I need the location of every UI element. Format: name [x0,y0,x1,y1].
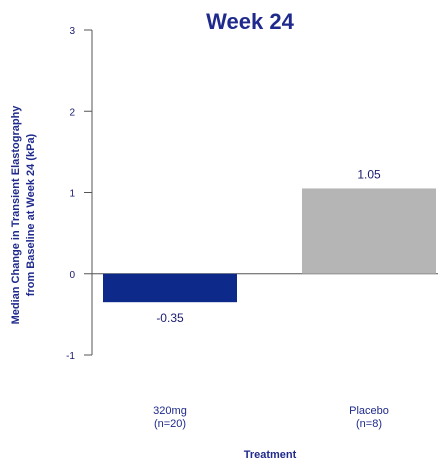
y-tick-label: 2 [69,107,75,118]
category-label: 320mg [153,405,187,417]
bars [103,188,436,303]
y-ticks: -1 0 1 2 3 [66,26,92,362]
bar-value-label: 1.05 [357,167,381,181]
y-tick-label: 3 [69,26,75,37]
y-axis-title-line-2: from Baseline at Week 24 (kPa) [25,133,37,296]
category-sample-size: (n=20) [154,418,186,430]
bar [103,273,237,303]
y-axis-title: Median Change in Transient Elastography … [10,105,37,325]
category-sample-size: (n=8) [356,418,382,430]
category-labels: 320mg(n=20) Placebo(n=8) [153,405,389,430]
y-tick-label: 1 [69,189,75,200]
bar-value-label: -0.35 [156,311,184,325]
chart-title: Week 24 [206,9,294,34]
y-tick-label: -1 [66,351,75,362]
x-axis-title: Treatment [244,449,297,461]
bar [302,188,436,274]
data-labels: -0.35 1.05 [156,167,381,325]
y-tick-label: 0 [69,270,75,281]
y-axis-title-line-1: Median Change in Transient Elastography [10,105,22,325]
category-label: Placebo [349,405,389,417]
